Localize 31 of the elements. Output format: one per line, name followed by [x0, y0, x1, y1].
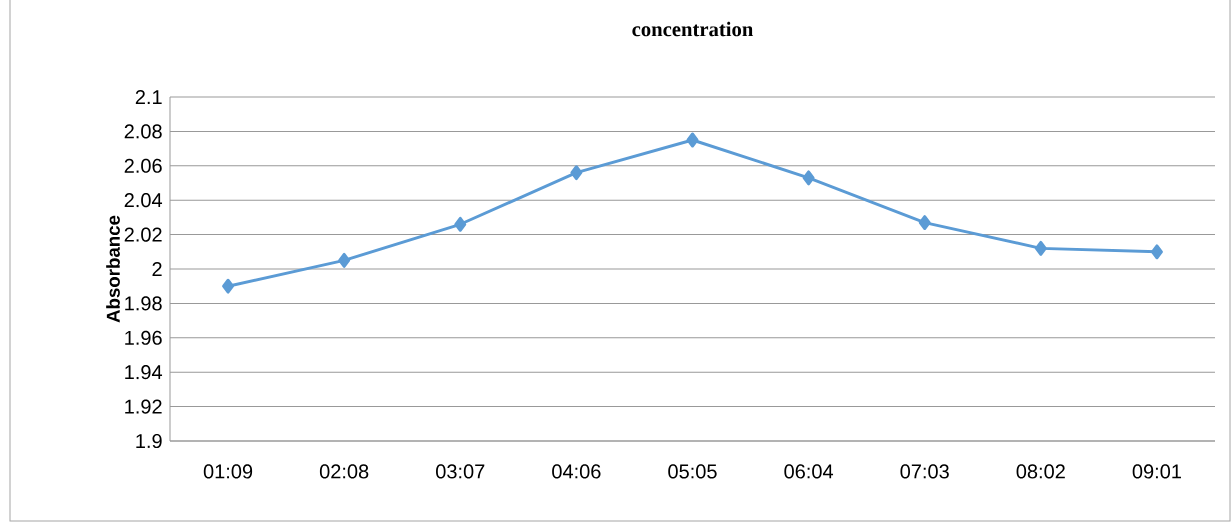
y-tick-label: 1.96 — [125, 330, 162, 345]
point — [1150, 244, 1163, 260]
y-tick-label: 2.08 — [124, 124, 162, 139]
x-tick-label: 09:01 — [1132, 464, 1181, 479]
y-tick-label: 2.02 — [124, 227, 162, 242]
y-tick-label: 1.94 — [125, 365, 163, 380]
point — [686, 132, 699, 148]
point — [222, 278, 235, 294]
y-tick-label: 1.9 — [136, 433, 162, 449]
point — [1034, 240, 1047, 256]
x-tick-label: 01:09 — [203, 464, 253, 479]
point — [338, 252, 351, 268]
y-tick-label: 2.06 — [124, 158, 162, 173]
point — [918, 215, 931, 231]
y-axis-title: Absorbance — [106, 215, 120, 323]
x-tick-label: 06:04 — [784, 464, 834, 479]
point — [454, 216, 467, 232]
y-tick-label: 1.92 — [125, 399, 162, 414]
x-tick-label: 05:05 — [668, 464, 717, 479]
x-tick-label: 08:02 — [1016, 464, 1065, 479]
point — [570, 165, 583, 181]
y-tick-label: 2 — [152, 262, 162, 276]
y-tick-label: 2.1 — [135, 90, 162, 104]
y-tick-label: 1.98 — [125, 296, 162, 311]
point — [802, 170, 815, 186]
x-tick-label: 03:07 — [436, 464, 485, 479]
x-tick-label: 04:06 — [552, 464, 601, 479]
chart-title: concentration — [632, 21, 754, 37]
x-tick-label: 07:03 — [900, 464, 949, 479]
x-tick-label: 02:08 — [319, 464, 369, 479]
y-tick-label: 2.04 — [124, 193, 163, 208]
